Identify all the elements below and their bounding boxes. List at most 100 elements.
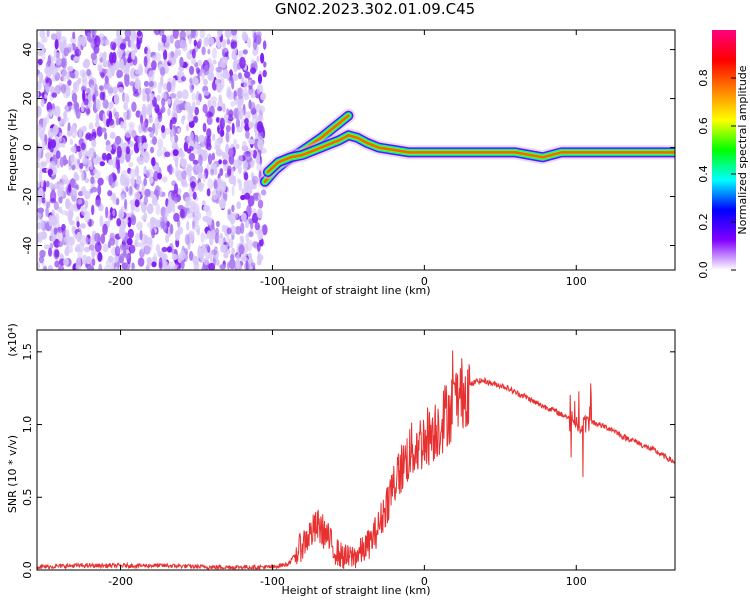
noise-blob [177, 254, 183, 264]
noise-blob [192, 116, 198, 123]
noise-blob [202, 103, 208, 114]
noise-blob [61, 69, 67, 82]
noise-blob [219, 264, 227, 270]
noise-blob [171, 253, 178, 260]
noise-blob [130, 177, 135, 187]
noise-blob [76, 221, 80, 228]
noise-blob [75, 264, 82, 270]
noise-blob [224, 172, 229, 179]
noise-blob [191, 92, 196, 102]
noise-blob [47, 168, 53, 176]
noise-blob [202, 171, 206, 183]
noise-blob [177, 49, 181, 57]
noise-blob [84, 177, 90, 184]
noise-blob [207, 71, 215, 81]
noise-blob [48, 214, 53, 227]
noise-blob [91, 128, 97, 141]
noise-blob [157, 250, 163, 258]
noise-blob [237, 87, 244, 100]
noise-blob [245, 130, 250, 139]
noise-blob [227, 208, 231, 215]
noise-blob [112, 192, 116, 201]
noise-blob [228, 174, 236, 185]
noise-blob [129, 81, 136, 87]
noise-blob [63, 257, 69, 267]
noise-blob [230, 253, 235, 261]
noise-blob [39, 249, 46, 258]
noise-blob [59, 42, 65, 54]
noise-blob [261, 224, 268, 236]
noise-blob [115, 117, 120, 126]
noise-blob [97, 65, 103, 73]
noise-blob [123, 119, 127, 131]
noise-blob [201, 46, 206, 56]
noise-blob [37, 262, 41, 270]
noise-blob [49, 182, 54, 190]
noise-blob [222, 103, 226, 113]
noise-blob [161, 216, 168, 226]
noise-blob [228, 75, 234, 84]
noise-blob [243, 180, 250, 192]
noise-blob [73, 99, 78, 110]
noise-blob [43, 180, 47, 193]
noise-blob [219, 233, 223, 239]
noise-blob [120, 193, 126, 201]
noise-blob [137, 257, 145, 267]
noise-blob [163, 261, 170, 270]
noise-blob [243, 79, 248, 90]
y-axis-label: SNR (10 * v/v) [6, 435, 19, 513]
x-axis-label: Height of straight line (km) [281, 584, 430, 597]
noise-blob [236, 253, 240, 263]
noise-blob [123, 92, 129, 105]
noise-blob [63, 47, 69, 57]
noise-blob [118, 228, 126, 239]
noise-blob [232, 73, 239, 82]
noise-blob [154, 124, 159, 136]
noise-blob [127, 228, 134, 239]
noise-blob [168, 163, 173, 176]
noise-blob [142, 107, 147, 116]
noise-blob [237, 163, 242, 174]
noise-blob [64, 235, 71, 244]
noise-blob [130, 38, 135, 50]
noise-blob [77, 77, 82, 84]
noise-blob [219, 198, 226, 209]
noise-blob [166, 81, 172, 93]
noise-blob [90, 52, 97, 61]
noise-blob [245, 153, 252, 163]
noise-blob [230, 101, 236, 107]
noise-blob [133, 91, 140, 97]
noise-blob [153, 171, 159, 182]
noise-blob [261, 147, 267, 154]
noise-blob [189, 250, 194, 261]
noise-blob [193, 39, 197, 47]
noise-blob [205, 142, 209, 150]
noise-blob [179, 157, 185, 166]
noise-blob [256, 208, 263, 219]
noise-blob [108, 52, 114, 64]
noise-blob [141, 215, 147, 221]
noise-blob [200, 232, 205, 243]
noise-blob [112, 42, 117, 50]
noise-blob [120, 58, 124, 70]
page-title: GN02.2023.302.01.09.C45 [274, 0, 476, 18]
noise-blob [226, 227, 232, 235]
noise-blob [197, 59, 203, 67]
noise-blob [88, 99, 92, 109]
noise-blob [238, 50, 243, 58]
noise-blob [241, 256, 248, 262]
noise-blob [217, 30, 222, 38]
noise-blob [129, 199, 135, 205]
noise-blob [115, 266, 119, 270]
noise-blob [88, 147, 96, 155]
noise-blob [67, 79, 72, 86]
noise-blob [222, 49, 225, 57]
colorbar-tick-label: 0.0 [697, 261, 710, 279]
noise-blob [207, 153, 213, 166]
noise-blob [99, 161, 106, 167]
noise-blob [74, 70, 79, 79]
x-tick-label: -100 [260, 275, 285, 288]
noise-blob [214, 180, 218, 190]
noise-blob [74, 174, 80, 181]
